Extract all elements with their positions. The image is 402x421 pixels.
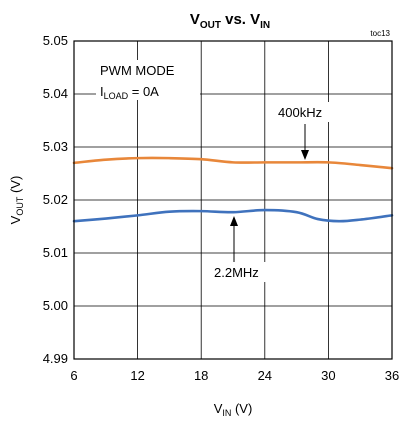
x-label-main: V bbox=[214, 401, 223, 416]
y-tick-label: 5.04 bbox=[43, 86, 68, 101]
label-2-2mhz: 2.2MHz bbox=[214, 265, 259, 280]
x-tick-label: 12 bbox=[130, 368, 144, 383]
y-tick-label: 5.01 bbox=[43, 245, 68, 260]
y-tick-label: 5.03 bbox=[43, 139, 68, 154]
x-tick-label: 36 bbox=[385, 368, 399, 383]
y-tick-labels: 5.05 5.04 5.03 5.02 5.01 5.00 4.99 bbox=[43, 33, 68, 366]
y-label-unit: (V) bbox=[8, 176, 23, 197]
title-vout: V bbox=[190, 11, 200, 28]
load-main: I bbox=[100, 84, 104, 99]
title-vout-sub: OUT bbox=[200, 20, 221, 31]
y-label-sub: OUT bbox=[15, 196, 25, 216]
y-tick-label: 5.02 bbox=[43, 192, 68, 207]
arrow-400khz-head bbox=[301, 150, 309, 160]
series-line-2-2mhz bbox=[72, 208, 394, 223]
figure-id: toc13 bbox=[370, 29, 390, 38]
x-tick-label: 24 bbox=[258, 368, 272, 383]
y-tick-label: 5.00 bbox=[43, 298, 68, 313]
y-tick-label: 4.99 bbox=[43, 351, 68, 366]
arrow-2-2mhz-head bbox=[230, 216, 238, 226]
x-tick-label: 30 bbox=[321, 368, 335, 383]
label-400khz: 400kHz bbox=[278, 105, 322, 120]
x-tick-labels: 6 12 18 24 30 36 bbox=[70, 368, 399, 383]
plot-frame bbox=[73, 40, 393, 360]
series-line-400khz bbox=[72, 156, 394, 170]
load-value: = 0A bbox=[128, 84, 159, 99]
load-label: ILOAD = 0A bbox=[100, 84, 159, 101]
series-lines bbox=[72, 156, 394, 223]
x-tick-label: 18 bbox=[194, 368, 208, 383]
conditions-bg bbox=[96, 60, 200, 100]
label-2m-bg bbox=[212, 262, 268, 282]
chart-title: VOUT vs. VIN bbox=[190, 11, 270, 31]
title-mid: vs. bbox=[221, 11, 250, 28]
x-axis-label: VIN (V) bbox=[214, 401, 253, 418]
y-label-main: V bbox=[8, 215, 23, 224]
title-vin-sub: IN bbox=[260, 20, 270, 31]
x-label-sub: IN bbox=[222, 408, 231, 418]
x-label-unit: (V) bbox=[231, 401, 252, 416]
mode-label: PWM MODE bbox=[100, 63, 175, 78]
y-axis-label: VOUT (V) bbox=[8, 176, 25, 225]
x-tick-label: 6 bbox=[70, 368, 77, 383]
load-sub: LOAD bbox=[104, 91, 129, 101]
y-tick-label: 5.05 bbox=[43, 33, 68, 48]
title-vin: V bbox=[250, 11, 260, 28]
label-400k-bg bbox=[276, 102, 332, 122]
